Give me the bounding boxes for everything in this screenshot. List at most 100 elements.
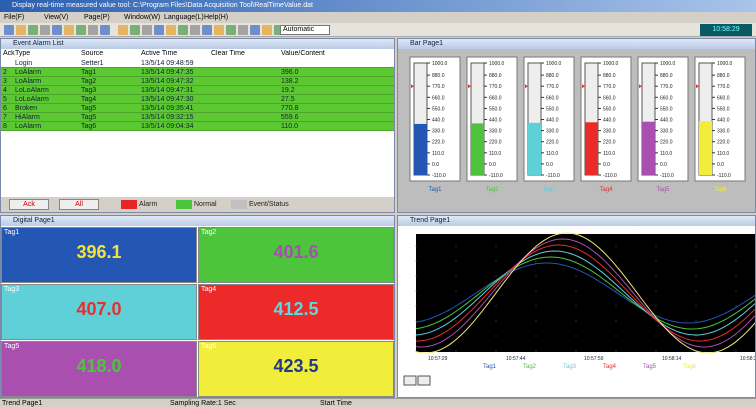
event-cell: 13/5/14 09:35:41 (141, 105, 194, 112)
grid-dot (455, 245, 457, 247)
grid-dot (655, 335, 657, 337)
event-row[interactable]: 4 LoLoAlarm Tag3 13/5/14 09:47:31 19.2 (1, 86, 394, 95)
filter-button[interactable]: Ack (9, 199, 49, 210)
event-row[interactable]: 7 HiAlarm Tag5 13/5/14 09:32:15 559.6 (1, 113, 394, 122)
toolbar-button[interactable] (190, 25, 200, 35)
grid-dot (695, 290, 697, 292)
event-toolbar: Ack All Alarm Normal Event/Status (1, 197, 394, 212)
toolbar-button[interactable] (202, 25, 212, 35)
title-bar: Display real-time measured value tool: C… (0, 0, 756, 12)
scale-label: 220.0 (717, 140, 730, 146)
grid-dot (535, 305, 537, 307)
toolbar-button[interactable] (52, 25, 62, 35)
toolbar-button[interactable] (118, 25, 128, 35)
toolbar-button[interactable] (166, 25, 176, 35)
menu-item[interactable]: Page(P) (84, 14, 110, 21)
menu-item[interactable]: Window(W) (124, 14, 161, 21)
event-cell: LoAlarm (15, 123, 42, 130)
toolbar-button[interactable] (154, 25, 164, 35)
event-row[interactable]: 6 Broken Tag5 13/5/14 09:35:41 770.8 (1, 104, 394, 113)
event-row[interactable]: 8 LoAlarm Tag6 13/5/14 09:04:34 110.0 (1, 122, 394, 131)
toolbar-button[interactable] (76, 25, 86, 35)
time-label: 10:57:44 (506, 356, 526, 362)
event-row[interactable]: Login Setter1 13/5/14 09:48:59 (1, 59, 394, 68)
scale-label: 660.0 (717, 95, 730, 101)
toolbar-button[interactable] (28, 25, 38, 35)
time-label: 10:57:59 (584, 356, 604, 362)
trend-button[interactable] (417, 375, 431, 386)
column-header[interactable]: Source (81, 50, 104, 57)
bar (528, 122, 541, 175)
event-row[interactable]: 2 LoAlarm Tag1 13/5/14 09:47:35 396.0 (1, 68, 394, 77)
toolbar-button[interactable] (40, 25, 50, 35)
grid-dot (455, 275, 457, 277)
toolbar-button[interactable] (64, 25, 74, 35)
toolbar-button[interactable] (178, 25, 188, 35)
toolbar-button[interactable] (142, 25, 152, 35)
grid-dot (535, 320, 537, 322)
column-header[interactable]: Type (15, 50, 31, 57)
scale-label: 440.0 (489, 118, 502, 124)
tile-tag: Tag1 (4, 229, 20, 236)
menu-item[interactable]: File(F) (4, 14, 25, 21)
menu-item[interactable]: Language(L) (164, 14, 204, 21)
scale-label: 110.0 (489, 151, 501, 157)
trend-line (415, 250, 755, 336)
filter-button[interactable]: All (59, 199, 99, 210)
toolbar-button[interactable] (250, 25, 260, 35)
event-row[interactable]: 3 LoAlarm Tag2 13/5/14 09:47:32 138.2 (1, 77, 394, 86)
event-row[interactable]: 5 LoLoAlarm Tag4 13/5/14 09:47:30 27.5 (1, 95, 394, 104)
panel: Event Alarm List Ack Type Source Active Time… (0, 38, 395, 213)
grid-dot (735, 350, 737, 352)
column-header[interactable]: Ack (3, 50, 15, 57)
scale-label: 1000.0 (603, 61, 619, 67)
scale-label: -110.0 (432, 173, 446, 179)
scale-label: 1000.0 (717, 61, 733, 67)
column-header[interactable]: Active Time (141, 50, 178, 57)
menu-item[interactable]: Help(H) (204, 14, 229, 21)
toolbar-button[interactable] (226, 25, 236, 35)
grid-dot (655, 275, 657, 277)
trend-line (415, 256, 755, 330)
trend-line (416, 244, 755, 342)
trend-line (415, 262, 755, 324)
scale-label: 330.0 (603, 129, 616, 135)
trend-canvas: Tag1 Tag2 Tag3 Tag4 Tag5 Tag6 10:57:29 10:57:44… (403, 232, 755, 386)
column-header[interactable]: Clear Time (211, 50, 245, 57)
tile-value: 396.1 (76, 242, 122, 262)
event-cell: 13/5/14 09:32:15 (141, 114, 194, 121)
grid-dot (495, 290, 497, 292)
scale-label: 0.0 (717, 162, 724, 168)
grid-dot (615, 350, 617, 352)
scale-label: 1000.0 (432, 61, 448, 67)
event-cell: 13/5/14 09:47:31 (141, 87, 194, 94)
scale-label: 550.0 (603, 106, 616, 112)
toolbar-button[interactable] (274, 25, 284, 35)
event-cell: 138.2 (281, 78, 299, 85)
toolbar-button[interactable] (262, 25, 272, 35)
column-header[interactable]: Value/Content (281, 50, 325, 57)
scale-label: 220.0 (603, 140, 616, 146)
bar-tag-label: Tag1 (428, 187, 442, 193)
toolbar-button[interactable] (238, 25, 248, 35)
toolbar-button[interactable] (88, 25, 98, 35)
scale-label: 440.0 (432, 118, 445, 124)
panel-header: Digital Page1 (1, 216, 394, 226)
toolbar-button[interactable] (214, 25, 224, 35)
grid-dot (535, 260, 537, 262)
toolbar-button[interactable] (130, 25, 140, 35)
tile-value: 423.5 (273, 356, 319, 376)
zoom-select[interactable]: Automatic (280, 25, 330, 35)
scale-label: 220.0 (489, 140, 502, 146)
trend-button[interactable] (403, 375, 417, 386)
event-cell: HiAlarm (15, 114, 40, 121)
toolbar-button[interactable] (4, 25, 14, 35)
status-field: Trend Page1 (2, 400, 43, 407)
toolbar-button[interactable] (16, 25, 26, 35)
grid-dot (455, 290, 457, 292)
toolbar-button[interactable] (100, 25, 110, 35)
grid-dot (655, 260, 657, 262)
menu-item[interactable]: View(V) (44, 14, 69, 21)
tile-tag: Tag3 (4, 286, 20, 293)
